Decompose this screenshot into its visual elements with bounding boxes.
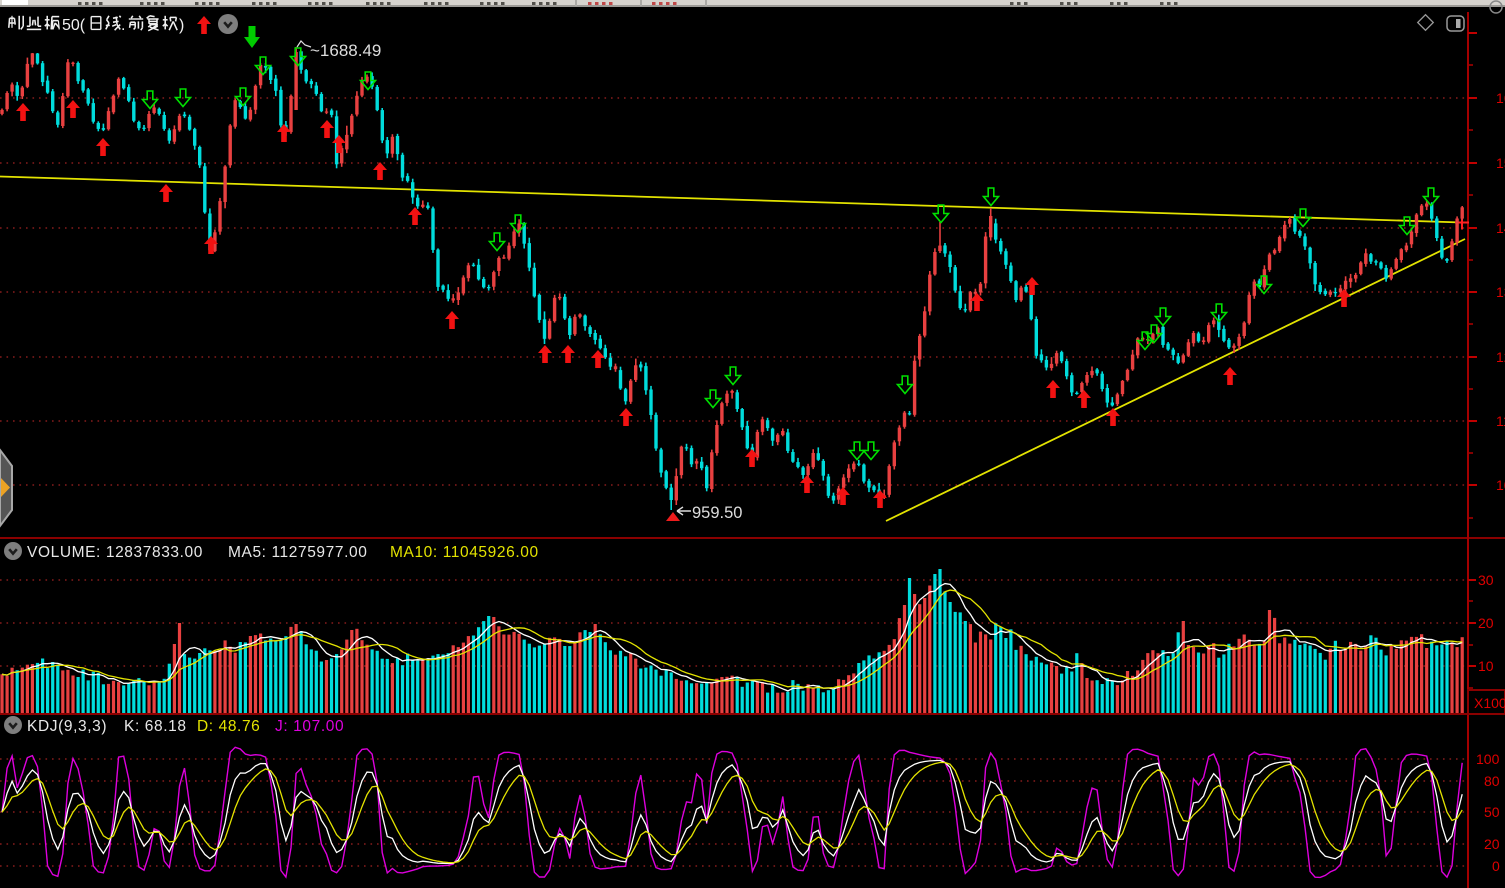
svg-text:MA5: 11275977.00: MA5: 11275977.00: [228, 544, 367, 561]
svg-text:30: 30: [1478, 572, 1494, 588]
svg-text:.: .: [121, 17, 125, 34]
svg-text:K: 68.18: K: 68.18: [124, 718, 187, 735]
svg-text:20: 20: [1484, 836, 1500, 852]
svg-text:12: 12: [1496, 349, 1505, 365]
svg-text:11: 11: [1496, 413, 1505, 429]
svg-text:10: 10: [1478, 658, 1494, 674]
svg-text:959.50: 959.50: [692, 504, 742, 522]
svg-text:~1688.49: ~1688.49: [310, 41, 381, 60]
svg-text:20: 20: [1478, 615, 1494, 631]
svg-text:10: 10: [1496, 477, 1505, 493]
svg-text:J: 107.00: J: 107.00: [275, 718, 344, 735]
svg-text:50: 50: [1484, 804, 1500, 820]
svg-text:80: 80: [1484, 773, 1500, 789]
svg-text:KDJ(9,3,3): KDJ(9,3,3): [27, 718, 107, 735]
svg-text:14: 14: [1496, 220, 1505, 236]
svg-text:D: 48.76: D: 48.76: [197, 718, 260, 735]
svg-text:): ): [179, 17, 184, 34]
svg-text:50(: 50(: [62, 17, 86, 34]
svg-text:MA10: 11045926.00: MA10: 11045926.00: [390, 544, 539, 561]
svg-text:0: 0: [1492, 858, 1500, 874]
svg-text:VOLUME: 12837833.00: VOLUME: 12837833.00: [27, 544, 203, 561]
svg-text:100: 100: [1476, 751, 1500, 767]
svg-text:16: 16: [1496, 90, 1505, 106]
svg-text:X1000: X1000: [1474, 695, 1505, 711]
svg-text:13: 13: [1496, 284, 1505, 300]
svg-text:15: 15: [1496, 155, 1505, 171]
